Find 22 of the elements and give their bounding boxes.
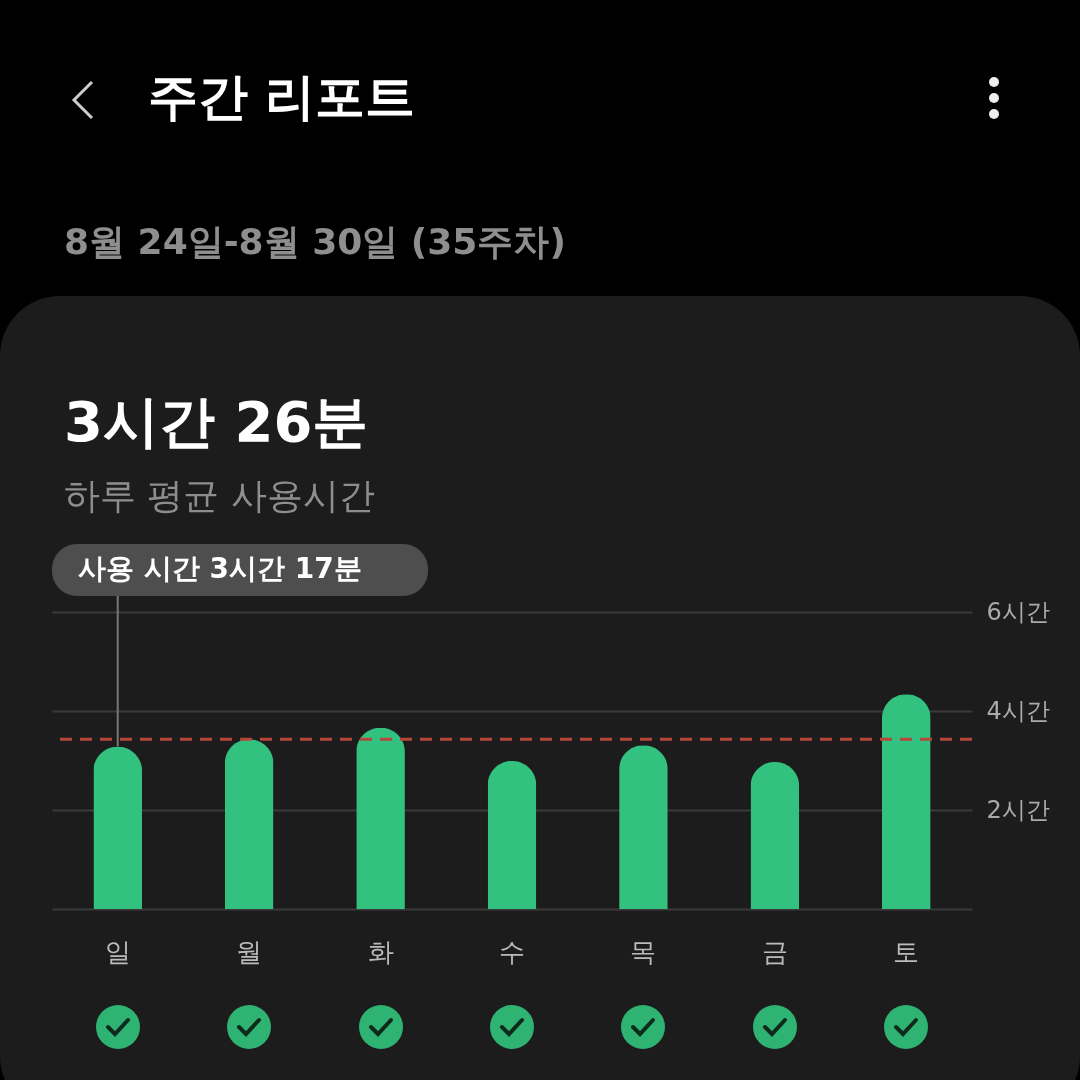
x-tick-label: 일 bbox=[104, 936, 131, 967]
chart-subtitle: 8월 24일-8월 30일 (35주차) bbox=[64, 220, 566, 264]
x-tick-label: 토 bbox=[893, 936, 920, 967]
annotation: 사용 시간 3시간 17분 bbox=[78, 552, 362, 585]
text: 하루 평균 사용시간 bbox=[64, 474, 375, 518]
bar bbox=[619, 745, 668, 909]
bar bbox=[224, 739, 274, 909]
x-tick-label: 목 bbox=[630, 936, 657, 967]
y-tick-label: 2시간 bbox=[986, 795, 1050, 824]
x-tick-label: 월 bbox=[236, 936, 263, 967]
x-tick-label: 금 bbox=[761, 936, 788, 967]
x-tick-label: 수 bbox=[499, 936, 525, 967]
chart-title: 주간 리포트 bbox=[148, 67, 416, 128]
x-tick-label: 화 bbox=[367, 936, 394, 967]
text: 3시간 26분 bbox=[64, 388, 369, 456]
bar bbox=[356, 727, 405, 909]
bar bbox=[881, 694, 931, 909]
bar bbox=[93, 746, 143, 909]
y-tick-label: 6시간 bbox=[986, 597, 1050, 626]
bar bbox=[487, 761, 537, 909]
bar bbox=[750, 761, 800, 909]
y-tick-label: 4시간 bbox=[986, 696, 1050, 725]
